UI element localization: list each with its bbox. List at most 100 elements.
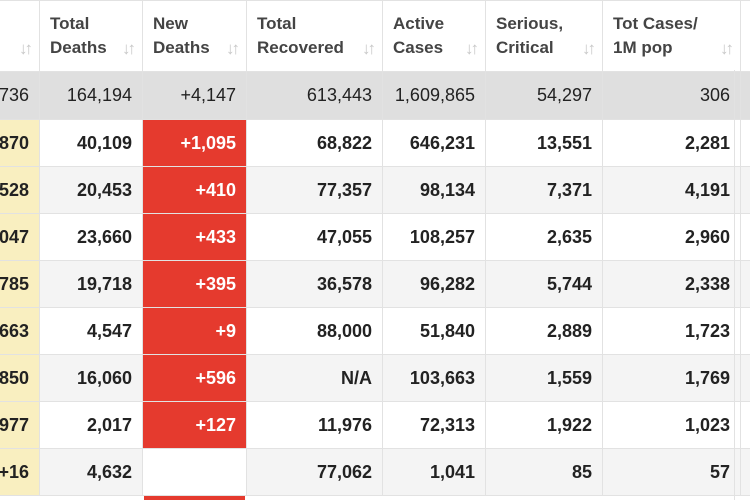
table-row[interactable]: +16 4,632 77,062 1,041 85 57 bbox=[0, 448, 750, 496]
new-cases-cell: 663 bbox=[0, 307, 40, 355]
sort-arrows-icon[interactable]: ↓↑ bbox=[465, 39, 479, 58]
column-header-serious-critical[interactable]: Serious, Critical ↓↑ bbox=[485, 0, 603, 72]
serious-critical-cell: 5,744 bbox=[485, 260, 603, 308]
total-deaths-cell: 40,109 bbox=[39, 119, 143, 167]
sort-arrows-icon[interactable]: ↓↑ bbox=[362, 39, 376, 58]
deaths-per-1m-cell bbox=[740, 119, 750, 167]
new-cases-cell: 870 bbox=[0, 119, 40, 167]
table-row[interactable]: 047 23,660 +433 47,055 108,257 2,635 2,9… bbox=[0, 213, 750, 261]
total-cases-per-1m-cell: 306 bbox=[602, 71, 741, 120]
column-header-new-deaths[interactable]: New Deaths ↓↑ bbox=[142, 0, 247, 72]
new-deaths-cell: +9 bbox=[142, 307, 247, 355]
sort-arrows-icon[interactable]: ↓↑ bbox=[226, 39, 240, 58]
table-row[interactable]: 977 2,017 +127 11,976 72,313 1,922 1,023 bbox=[0, 401, 750, 449]
total-recovered-cell: 613,443 bbox=[246, 71, 383, 120]
total-deaths-per-1m-cell bbox=[740, 71, 750, 120]
new-deaths-cell: +395 bbox=[142, 260, 247, 308]
cases-per-1m-cell: 2,960 bbox=[602, 213, 741, 261]
active-cases-cell: 98,134 bbox=[382, 166, 486, 214]
cases-per-1m-cell: 4,191 bbox=[602, 166, 741, 214]
new-cases-cell: 528 bbox=[0, 166, 40, 214]
serious-critical-cell: 2,889 bbox=[485, 307, 603, 355]
total-recovered-cell: 77,357 bbox=[246, 166, 383, 214]
active-cases-cell: 108,257 bbox=[382, 213, 486, 261]
new-cases-cell: 977 bbox=[0, 401, 40, 449]
serious-critical-cell: 85 bbox=[485, 448, 603, 496]
new-deaths-cell: +127 bbox=[142, 401, 247, 449]
total-recovered-cell: N/A bbox=[246, 354, 383, 402]
new-deaths-cell: +433 bbox=[142, 213, 247, 261]
serious-critical-cell: 1,559 bbox=[485, 354, 603, 402]
table-row[interactable]: 785 19,718 +395 36,578 96,282 5,744 2,33… bbox=[0, 260, 750, 308]
table-row[interactable]: 663 4,547 +9 88,000 51,840 2,889 1,723 bbox=[0, 307, 750, 355]
total-deaths-cell: 4,547 bbox=[39, 307, 143, 355]
serious-critical-cell: 7,371 bbox=[485, 166, 603, 214]
total-recovered-cell: 47,055 bbox=[246, 213, 383, 261]
total-recovered-cell: 68,822 bbox=[246, 119, 383, 167]
sort-arrows-icon[interactable]: ↓↑ bbox=[19, 39, 33, 58]
active-cases-cell: 96,282 bbox=[382, 260, 486, 308]
total-recovered-cell: 11,976 bbox=[246, 401, 383, 449]
deaths-per-1m-cell bbox=[740, 260, 750, 308]
column-header-deaths-per-1m[interactable]: D1 bbox=[740, 0, 750, 72]
new-deaths-cell: +410 bbox=[142, 166, 247, 214]
total-deaths-cell: 20,453 bbox=[39, 166, 143, 214]
header-row: ↓↑ Total Deaths ↓↑ New Deaths ↓↑ Total Reco… bbox=[0, 0, 750, 72]
table-row[interactable]: 870 40,109 +1,095 68,822 646,231 13,551 … bbox=[0, 119, 750, 167]
active-cases-cell: 646,231 bbox=[382, 119, 486, 167]
sort-arrows-icon[interactable]: ↓↑ bbox=[582, 39, 596, 58]
serious-critical-cell: 1,922 bbox=[485, 401, 603, 449]
column-header-tot-cases-per-1m[interactable]: Tot Cases/1M pop ↓↑ bbox=[602, 0, 741, 72]
deaths-per-1m-cell bbox=[740, 401, 750, 449]
deaths-per-1m-cell bbox=[740, 213, 750, 261]
active-cases-cell: 1,041 bbox=[382, 448, 486, 496]
total-active-cases-cell: 1,609,865 bbox=[382, 71, 486, 120]
new-deaths-cell bbox=[142, 448, 247, 496]
cases-per-1m-cell: 1,023 bbox=[602, 401, 741, 449]
total-new-cases-cell: 736 bbox=[0, 71, 40, 120]
new-cases-cell: 850 bbox=[0, 354, 40, 402]
deaths-per-1m-cell bbox=[740, 448, 750, 496]
serious-critical-cell: 13,551 bbox=[485, 119, 603, 167]
sort-arrows-icon[interactable]: ↓↑ bbox=[720, 39, 734, 58]
cases-per-1m-cell: 2,281 bbox=[602, 119, 741, 167]
cases-per-1m-cell: 2,338 bbox=[602, 260, 741, 308]
new-cases-cell: +16 bbox=[0, 448, 40, 496]
total-new-deaths-cell: +4,147 bbox=[142, 71, 247, 120]
active-cases-cell: 103,663 bbox=[382, 354, 486, 402]
total-recovered-cell: 77,062 bbox=[246, 448, 383, 496]
column-header-active-cases[interactable]: Active Cases ↓↑ bbox=[382, 0, 486, 72]
cases-per-1m-cell: 1,723 bbox=[602, 307, 741, 355]
sort-arrows-icon[interactable]: ↓↑ bbox=[122, 39, 136, 58]
new-deaths-cell: +1,095 bbox=[142, 119, 247, 167]
total-recovered-cell: 36,578 bbox=[246, 260, 383, 308]
total-deaths-cell: 2,017 bbox=[39, 401, 143, 449]
column-header-total-recovered[interactable]: Total Recovered ↓↑ bbox=[246, 0, 383, 72]
column-divider bbox=[734, 70, 735, 500]
serious-critical-cell: 2,635 bbox=[485, 213, 603, 261]
deaths-per-1m-cell bbox=[740, 354, 750, 402]
total-row: 736 164,194 +4,147 613,443 1,609,865 54,… bbox=[0, 71, 750, 120]
total-serious-critical-cell: 54,297 bbox=[485, 71, 603, 120]
total-deaths-cell: 164,194 bbox=[39, 71, 143, 120]
total-recovered-cell: 88,000 bbox=[246, 307, 383, 355]
deaths-per-1m-cell bbox=[740, 166, 750, 214]
deaths-per-1m-cell bbox=[740, 307, 750, 355]
cases-per-1m-cell: 57 bbox=[602, 448, 741, 496]
table-row[interactable]: 528 20,453 +410 77,357 98,134 7,371 4,19… bbox=[0, 166, 750, 214]
column-header-new-cases[interactable]: ↓↑ bbox=[0, 0, 40, 72]
new-cases-cell: 047 bbox=[0, 213, 40, 261]
column-header-total-deaths[interactable]: Total Deaths ↓↑ bbox=[39, 0, 143, 72]
total-deaths-cell: 23,660 bbox=[39, 213, 143, 261]
total-deaths-cell: 4,632 bbox=[39, 448, 143, 496]
total-deaths-cell: 16,060 bbox=[39, 354, 143, 402]
table-row[interactable]: 850 16,060 +596 N/A 103,663 1,559 1,769 bbox=[0, 354, 750, 402]
new-cases-cell: 785 bbox=[0, 260, 40, 308]
next-row-new-deaths-highlight bbox=[144, 496, 245, 500]
active-cases-cell: 51,840 bbox=[382, 307, 486, 355]
active-cases-cell: 72,313 bbox=[382, 401, 486, 449]
new-deaths-cell: +596 bbox=[142, 354, 247, 402]
total-deaths-cell: 19,718 bbox=[39, 260, 143, 308]
cases-per-1m-cell: 1,769 bbox=[602, 354, 741, 402]
